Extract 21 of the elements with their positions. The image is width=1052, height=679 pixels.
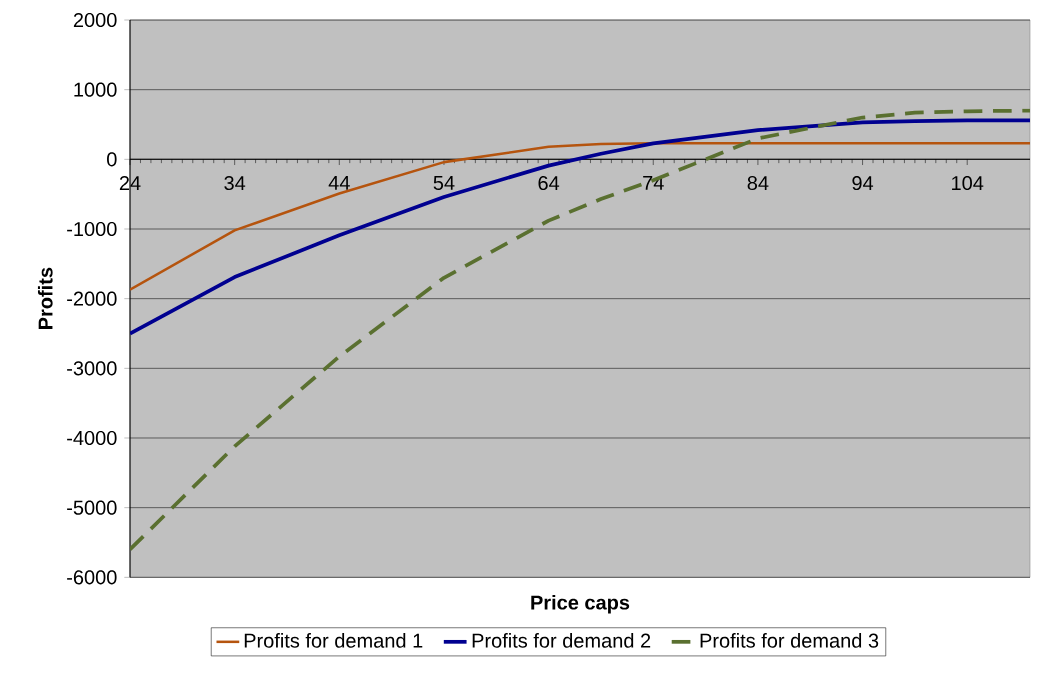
x-tick-label: 54 xyxy=(433,175,455,190)
x-tick-label: 84 xyxy=(747,175,769,190)
y-tick-label: -6000 xyxy=(67,570,117,585)
x-tick-label: 104 xyxy=(952,175,984,190)
y-tick-label: 2000 xyxy=(73,12,117,27)
y-axis-title: Profits xyxy=(37,267,53,329)
y-tick-label: -1000 xyxy=(67,221,117,236)
x-tick-label: 94 xyxy=(852,175,874,190)
x-tick-label: 34 xyxy=(224,175,246,190)
y-tick-label: -4000 xyxy=(67,430,117,445)
y-tick-label: -2000 xyxy=(67,291,117,306)
x-tick-label: 44 xyxy=(328,175,350,190)
x-tick-label: 64 xyxy=(538,175,560,190)
y-tick-label: -5000 xyxy=(67,500,117,515)
y-tick-label: 1000 xyxy=(74,82,117,97)
y-tick-label: -3000 xyxy=(67,361,117,376)
x-axis-title: Price caps xyxy=(531,594,630,614)
legend-label: Profits for demand 2 xyxy=(472,632,651,648)
legend-label: Profits for demand 3 xyxy=(700,632,879,648)
y-tick-label: 0 xyxy=(107,152,117,167)
legend-label: Profits for demand 1 xyxy=(244,632,423,648)
